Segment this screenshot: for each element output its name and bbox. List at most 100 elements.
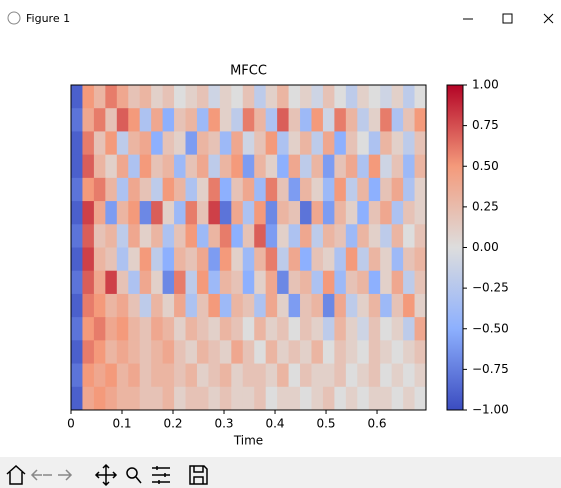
heatmap-cell	[300, 154, 312, 179]
maximize-button[interactable]	[502, 13, 513, 24]
zoom-button[interactable]	[126, 467, 138, 479]
heatmap-cell	[414, 201, 427, 225]
heatmap-cell	[311, 108, 324, 132]
heatmap-cell	[219, 131, 232, 156]
heatmap-cell	[219, 201, 232, 225]
heatmap-cell	[82, 108, 95, 132]
heatmap-cell	[380, 317, 393, 341]
heatmap-cell	[185, 293, 198, 318]
heatmap-cell	[71, 386, 83, 411]
heatmap-cell	[174, 85, 186, 109]
heatmap-cell	[254, 317, 267, 341]
heatmap-cell	[265, 154, 278, 179]
heatmap-cell	[322, 293, 335, 318]
heatmap-cell	[93, 131, 106, 156]
heatmap-cell	[116, 131, 129, 156]
heatmap-cell	[391, 247, 404, 272]
heatmap-cell	[334, 201, 347, 225]
heatmap-cell	[208, 224, 221, 248]
heatmap-cell	[185, 108, 198, 132]
heatmap-cell	[185, 270, 198, 295]
heatmap-cell	[357, 177, 370, 202]
heatmap-cell	[151, 363, 164, 388]
heatmap-cell	[139, 293, 152, 318]
heatmap-cell	[403, 224, 415, 248]
heatmap-cell	[300, 340, 312, 364]
heatmap-cell	[196, 85, 209, 109]
heatmap-cell	[345, 154, 358, 179]
save-button[interactable]	[189, 465, 208, 485]
heatmap-cell	[219, 247, 232, 272]
heatmap-cell	[300, 247, 312, 272]
heatmap-cell	[414, 177, 427, 202]
heatmap-cell	[116, 154, 129, 179]
heatmap-cell	[345, 247, 358, 272]
heatmap-cell	[185, 340, 198, 364]
heatmap-cell	[231, 154, 244, 179]
heatmap-cell	[288, 108, 301, 132]
heatmap-cell	[403, 108, 415, 132]
heatmap-cell	[380, 293, 393, 318]
heatmap-cell	[322, 386, 335, 411]
heatmap-cell	[391, 131, 404, 156]
heatmap-cell	[391, 108, 404, 132]
heatmap-cell	[71, 340, 83, 364]
heatmap-cell	[345, 363, 358, 388]
forward-button[interactable]	[58, 469, 73, 481]
heatmap-cell	[357, 224, 370, 248]
heatmap-cell	[368, 131, 381, 156]
heatmap-cell	[254, 224, 267, 248]
heatmap-cell	[82, 247, 95, 272]
heatmap-cell	[174, 224, 186, 248]
heatmap-cell	[128, 177, 141, 202]
heatmap-cell	[151, 317, 164, 341]
heatmap-cell	[116, 247, 129, 272]
heatmap-cell	[93, 108, 106, 132]
close-button[interactable]	[543, 13, 554, 24]
configure-button[interactable]	[152, 466, 170, 484]
heatmap-cell	[403, 201, 415, 225]
home-button[interactable]	[6, 464, 26, 485]
heatmap-cell	[208, 85, 221, 109]
heatmap-cell	[322, 340, 335, 364]
heatmap-cell	[105, 201, 118, 225]
heatmap-cell	[368, 201, 381, 225]
colorbar-tick-label: 0.25	[472, 199, 499, 213]
heatmap-cell	[403, 340, 415, 364]
heatmap-cell	[151, 154, 164, 179]
heatmap-cell	[162, 293, 175, 318]
heatmap-cell	[311, 201, 324, 225]
heatmap-cell	[185, 177, 198, 202]
heatmap-cell	[139, 154, 152, 179]
pan-button[interactable]	[94, 463, 118, 487]
heatmap-cell	[380, 363, 393, 388]
heatmap-cell	[357, 131, 370, 156]
heatmap-cell	[288, 131, 301, 156]
heatmap-cell	[196, 293, 209, 318]
heatmap-cell	[128, 247, 141, 272]
heatmap-cell	[82, 317, 95, 341]
heatmap-cell	[162, 363, 175, 388]
heatmap-cell	[265, 108, 278, 132]
heatmap-cell	[93, 247, 106, 272]
back-button[interactable]	[30, 469, 52, 481]
heatmap-cell	[242, 247, 255, 272]
heatmap-cell	[196, 247, 209, 272]
heatmap-cell	[242, 363, 255, 388]
heatmap-cell	[185, 317, 198, 341]
heatmap-cell	[162, 270, 175, 295]
heatmap-cell	[105, 85, 118, 109]
heatmap-cell	[174, 340, 186, 364]
heatmap-cell	[345, 270, 358, 295]
heatmap-cell	[254, 154, 267, 179]
heatmap-cell	[162, 131, 175, 156]
heatmap-cell	[208, 317, 221, 341]
heatmap-cell	[162, 201, 175, 225]
heatmap-cell	[196, 363, 209, 388]
heatmap-cell	[345, 340, 358, 364]
heatmap-cell	[368, 317, 381, 341]
heatmap-cell	[368, 363, 381, 388]
heatmap-cell	[277, 386, 289, 411]
heatmap-cell	[254, 131, 267, 156]
heatmap-cell	[82, 85, 95, 109]
